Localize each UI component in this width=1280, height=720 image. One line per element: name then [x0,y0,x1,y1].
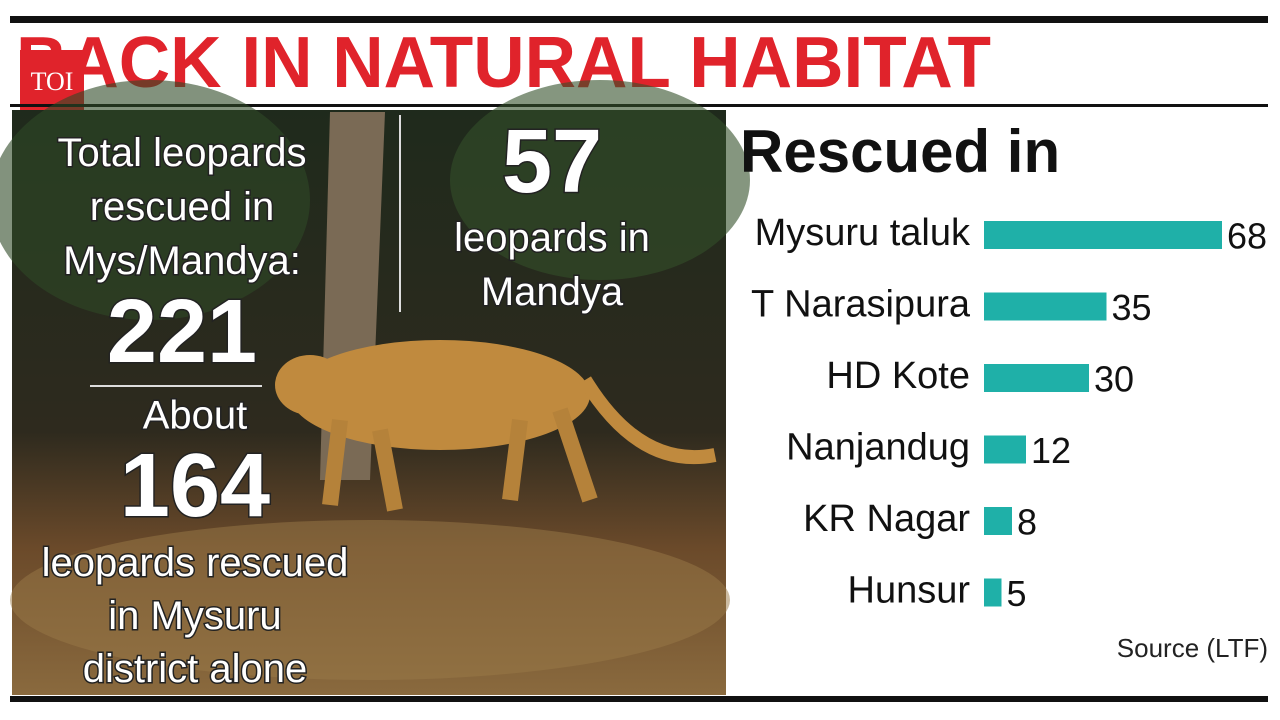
text-line: Mys/Mandya: [63,239,301,283]
mysuru-label: leopards rescued in Mysuru district alone [42,541,349,691]
mandya-value: 57 [502,112,602,212]
value-label: 5 [1007,573,1027,614]
value-label: 68 [1227,216,1267,257]
text-line: in Mysuru [108,594,281,638]
value-label: 12 [1031,430,1071,471]
total-value: 221 [107,282,257,382]
value-label: 30 [1094,359,1134,400]
text-line: Mandya [481,270,624,314]
value-label: 8 [1017,502,1037,543]
text-line: leopards rescued [42,541,349,585]
mandya-label: leopards in Mandya [454,216,650,314]
bar [984,364,1089,392]
bar [984,221,1222,249]
bar [984,292,1107,321]
bar [984,435,1026,464]
top-rule [10,16,1268,23]
text-line: Total leopards [57,131,306,175]
mysuru-value: 164 [120,436,270,536]
text-line: rescued in [90,185,275,229]
photo [0,80,750,695]
about: About [143,394,248,438]
chart-title: Rescued in [740,118,1060,185]
total-label: Total leopards rescued in Mys/Mandya: [57,131,306,283]
source: Source (LTF) [1117,633,1268,663]
text-line: leopards in [454,216,650,260]
category-label: Hunsur [848,570,971,612]
value-label: 35 [1112,287,1152,328]
bottom-rule [10,696,1268,702]
category-label: Mysuru taluk [755,212,971,254]
logo: TOI [31,67,74,96]
category-label: HD Kote [826,355,970,397]
category-label: T Narasipura [751,284,971,326]
bar [984,578,1002,607]
category-label: KR Nagar [803,498,970,540]
category-label: Nanjandug [786,427,970,469]
bar [984,507,1012,535]
text-line: district alone [83,647,308,691]
